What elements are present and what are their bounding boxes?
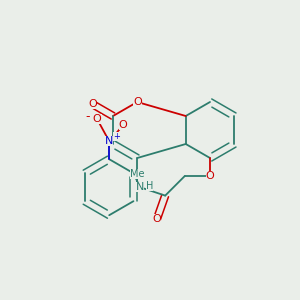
Text: O: O bbox=[206, 171, 214, 181]
Text: +: + bbox=[113, 132, 120, 141]
Text: Me: Me bbox=[130, 169, 145, 179]
Text: N: N bbox=[105, 136, 113, 146]
Text: O: O bbox=[88, 99, 97, 109]
Text: -: - bbox=[85, 110, 89, 123]
Text: O: O bbox=[119, 120, 128, 130]
Text: H: H bbox=[146, 182, 153, 191]
Text: O: O bbox=[133, 97, 142, 107]
Text: O: O bbox=[93, 114, 102, 124]
Text: N: N bbox=[136, 182, 144, 192]
Text: O: O bbox=[152, 214, 161, 224]
